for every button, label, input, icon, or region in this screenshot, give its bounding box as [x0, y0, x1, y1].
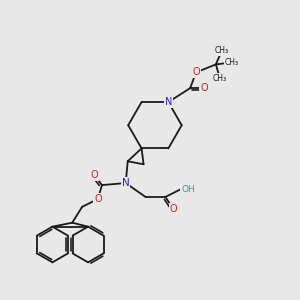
Text: O: O	[90, 170, 98, 180]
Text: O: O	[169, 204, 177, 214]
Text: O: O	[192, 67, 200, 77]
Text: OH: OH	[181, 184, 195, 194]
Text: N: N	[165, 97, 172, 107]
Text: CH₃: CH₃	[213, 74, 227, 83]
Text: O: O	[94, 194, 102, 204]
Text: N: N	[122, 178, 130, 188]
Text: CH₃: CH₃	[225, 58, 239, 67]
Text: CH₃: CH₃	[215, 46, 229, 55]
Text: O: O	[200, 83, 208, 93]
